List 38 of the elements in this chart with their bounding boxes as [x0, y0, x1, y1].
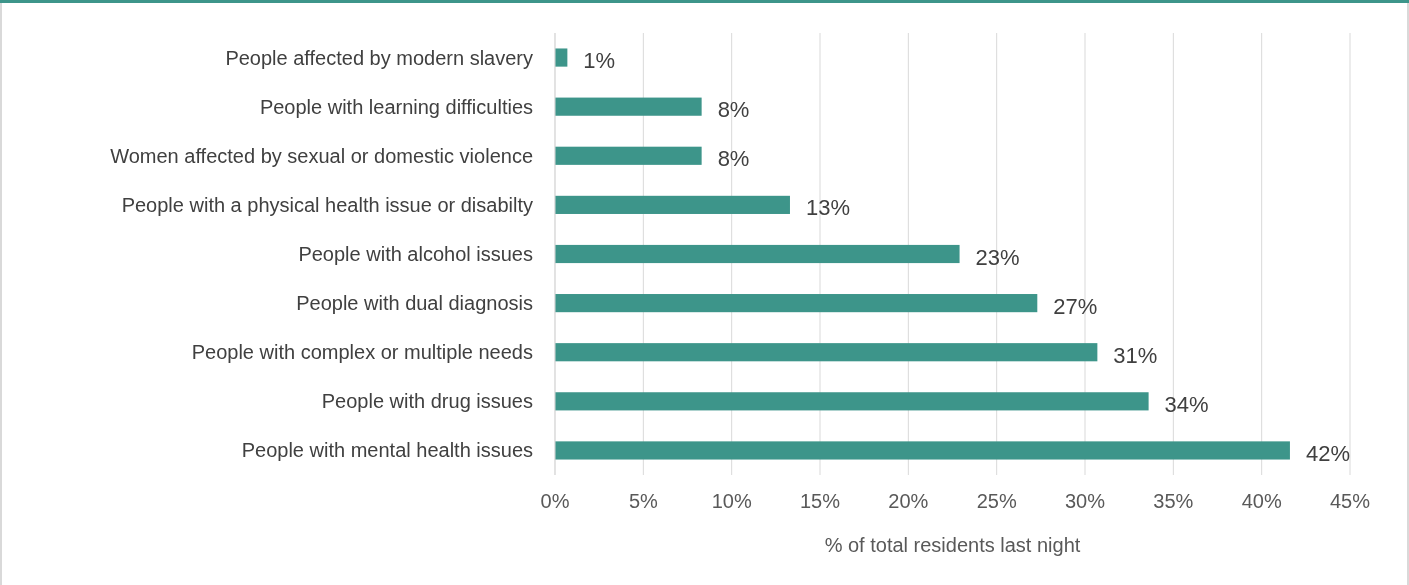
x-tick-label: 20% [888, 490, 929, 512]
bar [555, 343, 1098, 362]
y-tick-label: Women affected by sexual or domestic violence [110, 144, 533, 167]
data-label: 42% [1305, 440, 1350, 466]
y-tick-label: People with drug issues [321, 390, 533, 413]
bar [555, 146, 702, 165]
data-label: 13% [805, 195, 851, 221]
y-tick-label: People with mental health issues [241, 439, 533, 462]
bar [555, 48, 568, 67]
y-tick-label: People with dual diagnosis [296, 292, 533, 315]
data-label: 8% [717, 97, 750, 123]
y-tick-label: People with learning difficulties [259, 95, 533, 118]
bar [555, 244, 960, 264]
bar [555, 441, 1290, 460]
y-tick-label: People with alcohol issues [298, 243, 533, 265]
data-label: 31% [1113, 342, 1158, 368]
x-tick-label: 5% [628, 490, 658, 512]
bar [555, 392, 1149, 411]
x-axis-title: % of total residents last night [824, 534, 1081, 556]
data-label: 34% [1164, 391, 1209, 417]
data-label: 27% [1053, 293, 1098, 319]
y-tick-label: People with complex or multiple needs [191, 341, 533, 364]
data-label: 8% [717, 146, 750, 172]
x-tick-label: 40% [1241, 490, 1282, 512]
x-tick-label: 30% [1064, 490, 1106, 512]
bar [555, 97, 702, 116]
x-tick-label: 0% [540, 490, 570, 512]
bar [555, 294, 1038, 313]
data-label: 23% [975, 244, 1020, 270]
x-tick-label: 15% [799, 490, 841, 512]
x-tick-label: 35% [1153, 490, 1194, 512]
bar [555, 195, 790, 214]
x-tick-label: 25% [976, 490, 1017, 512]
x-tick-label: 45% [1329, 490, 1371, 512]
data-label: 1% [583, 48, 616, 74]
x-tick-label: 10% [711, 490, 752, 512]
y-tick-label: People affected by modern slavery [225, 46, 533, 69]
y-tick-label: People with a physical health issue or disabilty [121, 193, 533, 216]
